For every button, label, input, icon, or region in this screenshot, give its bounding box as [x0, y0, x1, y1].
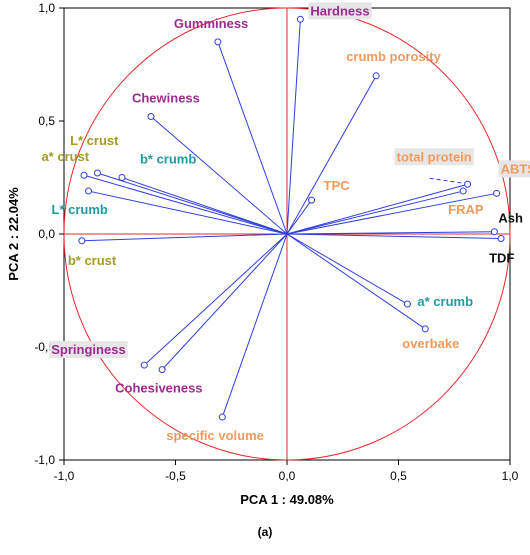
loading-vector-frap	[286, 190, 464, 235]
y-tick-label: 0,5	[38, 114, 55, 128]
loading-label-overbake: overbake	[402, 336, 459, 351]
loading-label-l-star-crumb: L* crumb	[52, 202, 108, 217]
loading-point-l-star-crumb	[85, 187, 93, 195]
loading-point-abts	[493, 189, 501, 197]
x-tick-label: 0,5	[390, 469, 407, 483]
label-box	[498, 160, 530, 178]
x-tick-label: 0,0	[279, 469, 296, 483]
loading-point-l-star-crust	[80, 171, 88, 179]
loading-point-hardness	[296, 15, 304, 23]
loading-point-chewiness	[147, 112, 155, 120]
loading-point-a-star-crumb	[403, 300, 411, 308]
loading-label-total-protein: total protein	[397, 149, 472, 164]
loading-label-frap: FRAP	[448, 202, 484, 217]
loading-point-ash	[490, 228, 498, 236]
loading-vector-abts	[286, 192, 497, 235]
loading-vector-a-star-crumb	[286, 233, 408, 305]
loading-point-frap	[459, 187, 467, 195]
loading-label-a-star-crumb: a* crumb	[417, 294, 473, 309]
loading-label-gumminess: Gumminess	[174, 16, 248, 31]
loading-point-total-protein	[464, 180, 472, 188]
panel-label: (a)	[257, 525, 273, 539]
loading-label-a-star-crust: a* crust	[41, 149, 89, 164]
loading-vector-gumminess	[217, 41, 288, 235]
y-axis-title: PCA 2 : 22.04%	[6, 187, 21, 281]
loading-vector-a-star-crust	[97, 172, 288, 235]
loading-label-crumb-porosity: crumb porosity	[346, 49, 441, 64]
loading-vector-chewiness	[150, 116, 288, 235]
loading-vector-ash	[286, 231, 495, 235]
loading-label-tpc: TPC	[324, 178, 351, 193]
loading-label-abts: ABTS	[501, 161, 530, 176]
loading-point-b-star-crust	[78, 237, 86, 245]
loading-label-chewiness: Chewiness	[132, 90, 200, 105]
x-tick-label: -0,5	[165, 469, 186, 483]
loading-vector-b-star-crust	[81, 233, 288, 242]
y-tick-label: -1,0	[34, 453, 55, 467]
loading-vector-hardness	[286, 19, 301, 235]
loading-label-hardness: Hardness	[310, 3, 369, 18]
loading-vector-tpc	[286, 199, 312, 235]
loading-vector-crumb-porosity	[286, 75, 377, 235]
loading-vector-springiness	[143, 233, 288, 366]
loading-label-b-star-crust: b* crust	[68, 253, 117, 268]
x-tick-label: 1,0	[502, 469, 519, 483]
y-tick-label: 1,0	[38, 1, 55, 15]
loading-point-overbake	[421, 325, 429, 333]
loading-label-ash: Ash	[498, 211, 523, 226]
loading-point-a-star-crust	[93, 169, 101, 177]
loading-vector-tdf	[286, 233, 502, 240]
label-box	[308, 2, 372, 20]
loading-point-cohesiveness	[158, 366, 166, 374]
loading-label-springiness: Springiness	[51, 342, 125, 357]
x-axis-title: PCA 1 : 49.08%	[240, 492, 334, 507]
loading-point-tpc	[308, 196, 316, 204]
loading-vector-b-star-crumb	[121, 177, 288, 235]
loading-label-l-star-crust: L* crust	[70, 133, 119, 148]
leader-line-total-protein	[429, 177, 464, 184]
loading-point-springiness	[140, 361, 148, 369]
loading-vector-cohesiveness	[161, 233, 288, 370]
loading-point-b-star-crumb	[118, 174, 126, 181]
x-tick-label: -1,0	[54, 469, 75, 483]
loading-label-tdf: TDF	[489, 251, 514, 266]
loading-vector-overbake	[286, 233, 426, 330]
loading-point-gumminess	[214, 38, 222, 46]
loading-label-cohesiveness: Cohesiveness	[115, 381, 202, 396]
loading-vector-total-protein	[286, 183, 468, 235]
loading-vector-specific-volume	[221, 233, 288, 418]
loading-vector-l-star-crumb	[88, 190, 288, 235]
loading-point-specific-volume	[218, 413, 226, 421]
loading-point-tdf	[497, 235, 505, 243]
label-box	[394, 148, 474, 166]
loading-point-crumb-porosity	[372, 72, 380, 80]
loading-vector-l-star-crust	[83, 174, 288, 235]
loading-label-b-star-crumb: b* crumb	[140, 152, 196, 167]
y-tick-label: 0,0	[38, 227, 55, 241]
loading-label-specific-volume: specific volume	[166, 428, 264, 443]
label-box	[49, 341, 128, 359]
